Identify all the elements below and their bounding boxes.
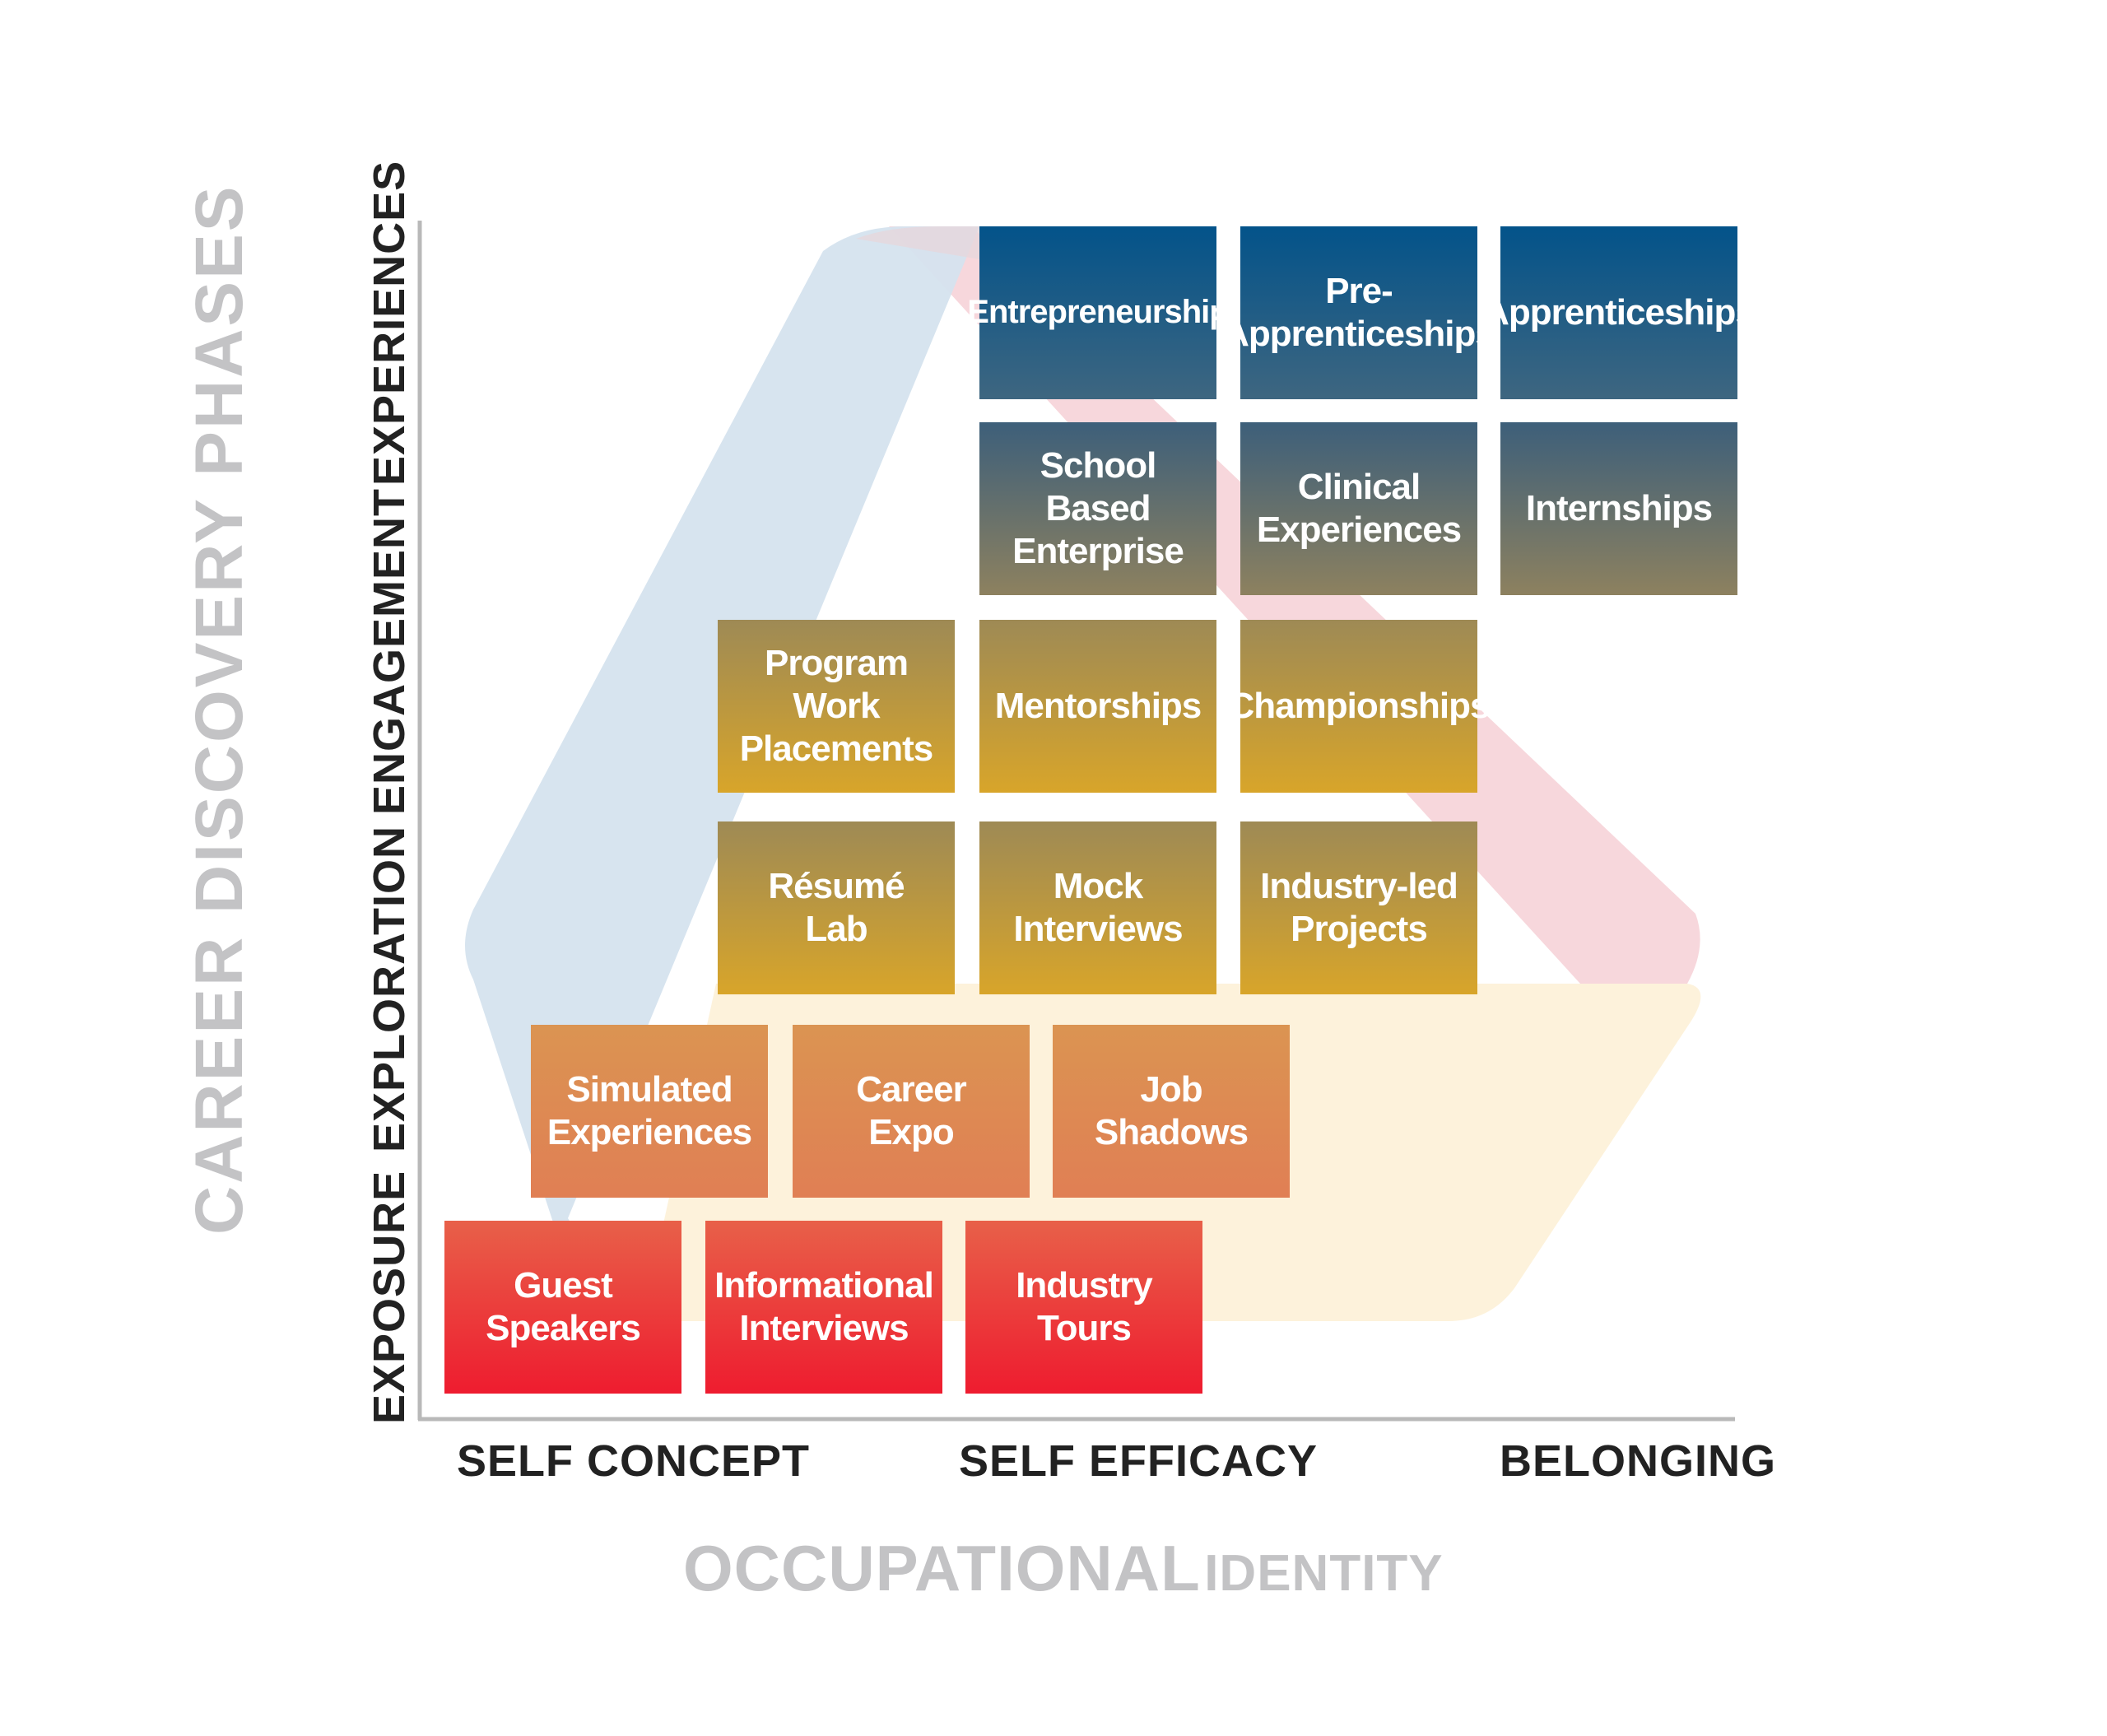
activity-job-shadows: Job Shadows xyxy=(1053,1025,1290,1198)
x-axis-title-main: OCCUPATIONAL xyxy=(683,1532,1201,1604)
activity-championships: Championships xyxy=(1228,620,1491,793)
activity-apprenticeships: Apprenticeships xyxy=(1483,226,1756,399)
pink-band xyxy=(889,226,1700,984)
activity-program-work-placements: Program Work Placements xyxy=(718,620,955,793)
phase-label-engagement: ENGAGEMENT xyxy=(365,487,414,815)
phase-label-experiences: EXPERIENCES xyxy=(365,160,414,486)
activity-school-based-enterprise: School Based Enterprise xyxy=(979,422,1216,595)
activity-informational-interviews: Informational Interviews xyxy=(705,1221,942,1394)
activity-career-expo: Career Expo xyxy=(793,1025,1030,1198)
activity-internships: Internships xyxy=(1500,422,1737,595)
x-axis-title: OCCUPATIONAL IDENTITY xyxy=(683,1531,1444,1606)
activity-mentorships: Mentorships xyxy=(979,620,1216,793)
activity-simulated-experiences: Simulated Experiences xyxy=(531,1025,768,1198)
activity-entrepreneurship: Entrepreneurship xyxy=(967,226,1230,399)
stage-label-self-concept: SELF CONCEPT xyxy=(457,1436,811,1486)
activity-guest-speakers: Guest Speakers xyxy=(444,1221,681,1394)
activity-mock-interviews: Mock Interviews xyxy=(979,821,1216,994)
phase-label-exploration: EXPLORATION xyxy=(365,825,414,1152)
activity-industry-tours: Industry Tours xyxy=(965,1221,1202,1394)
activity-clinical-experiences: Clinical Experiences xyxy=(1240,422,1477,595)
activity-pre-apprenticeships: Pre- Apprenticeships xyxy=(1223,226,1495,399)
x-axis-title-suffix: IDENTITY xyxy=(1204,1545,1444,1602)
activity-industry-led-projects: Industry-led Projects xyxy=(1240,821,1477,994)
y-axis-title: CAREER DISCOVERY PHASES xyxy=(182,184,257,1236)
activity-resume-lab: Résumé Lab xyxy=(718,821,955,994)
stage-label-belonging: BELONGING xyxy=(1500,1436,1777,1486)
phase-label-exposure: EXPOSURE xyxy=(365,1170,414,1424)
stage-label-self-efficacy: SELF EFFICACY xyxy=(959,1436,1319,1486)
